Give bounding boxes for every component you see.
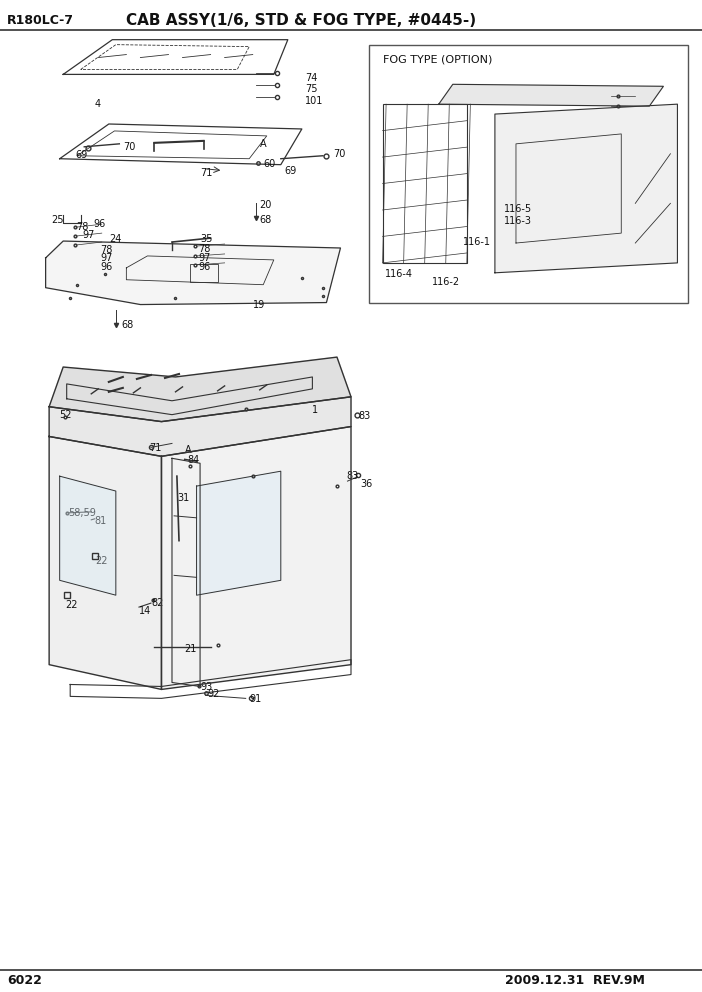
Text: 25: 25 (51, 215, 64, 225)
Text: 70: 70 (123, 142, 135, 152)
Text: 92: 92 (207, 689, 220, 699)
Text: 69: 69 (284, 166, 296, 176)
Text: 78: 78 (76, 222, 88, 232)
Polygon shape (197, 471, 281, 595)
Text: 116-1: 116-1 (463, 237, 491, 247)
Text: 91: 91 (249, 694, 261, 704)
Polygon shape (60, 476, 116, 595)
Text: 82: 82 (151, 598, 164, 608)
Bar (369, 45, 688, 303)
Text: 74: 74 (305, 73, 318, 83)
Text: 71: 71 (200, 168, 213, 178)
Text: 21: 21 (184, 644, 197, 654)
Text: 97: 97 (198, 253, 211, 263)
Text: 36: 36 (360, 479, 372, 489)
Text: 75: 75 (305, 84, 318, 94)
Text: 97: 97 (100, 253, 113, 263)
Text: 81: 81 (95, 516, 107, 526)
Text: 116-5: 116-5 (504, 204, 532, 214)
Text: 101: 101 (305, 96, 324, 106)
Text: 31: 31 (177, 493, 189, 503)
Text: 84: 84 (187, 455, 199, 465)
Text: A: A (260, 139, 266, 149)
Text: 68: 68 (121, 320, 133, 330)
Text: 78: 78 (100, 245, 113, 255)
Polygon shape (49, 397, 351, 456)
Text: FOG TYPE (OPTION): FOG TYPE (OPTION) (383, 55, 492, 64)
Text: 22: 22 (95, 557, 107, 566)
Text: 116-3: 116-3 (504, 216, 532, 226)
Text: A: A (185, 445, 191, 455)
Polygon shape (49, 436, 161, 689)
Polygon shape (495, 104, 677, 273)
Text: 35: 35 (200, 234, 213, 244)
Text: 19: 19 (253, 300, 265, 310)
Text: 69: 69 (76, 150, 88, 160)
Polygon shape (49, 357, 351, 422)
Text: 60: 60 (263, 159, 275, 169)
Text: 71: 71 (150, 443, 162, 453)
Text: 78: 78 (198, 244, 211, 254)
Polygon shape (46, 241, 340, 305)
Text: 97: 97 (83, 230, 95, 240)
Text: 6022: 6022 (7, 973, 42, 987)
Text: 2009.12.31  REV.9M: 2009.12.31 REV.9M (505, 973, 645, 987)
Text: CAB ASSY(1/6, STD & FOG TYPE, #0445-): CAB ASSY(1/6, STD & FOG TYPE, #0445-) (126, 13, 477, 29)
Polygon shape (161, 427, 351, 689)
Bar (383, 104, 467, 263)
Text: 96: 96 (100, 262, 112, 272)
Text: 96: 96 (93, 219, 105, 229)
Text: 83: 83 (358, 411, 370, 421)
Text: 1: 1 (312, 405, 319, 415)
Text: 70: 70 (333, 149, 346, 159)
Text: 58,59: 58,59 (68, 508, 96, 518)
Text: 14: 14 (139, 606, 151, 616)
Text: 116-2: 116-2 (432, 277, 461, 287)
Text: 52: 52 (59, 410, 72, 420)
Text: 68: 68 (260, 215, 272, 225)
Text: 22: 22 (65, 600, 78, 610)
Text: 83: 83 (346, 471, 358, 481)
Text: R180LC-7: R180LC-7 (7, 14, 74, 28)
Polygon shape (439, 84, 663, 106)
Text: 116-4: 116-4 (385, 269, 413, 279)
Text: 96: 96 (198, 262, 210, 272)
Text: 20: 20 (260, 200, 272, 210)
Text: 93: 93 (200, 682, 212, 692)
Bar (190, 264, 218, 282)
Text: 4: 4 (95, 99, 101, 109)
Text: 24: 24 (109, 234, 121, 244)
